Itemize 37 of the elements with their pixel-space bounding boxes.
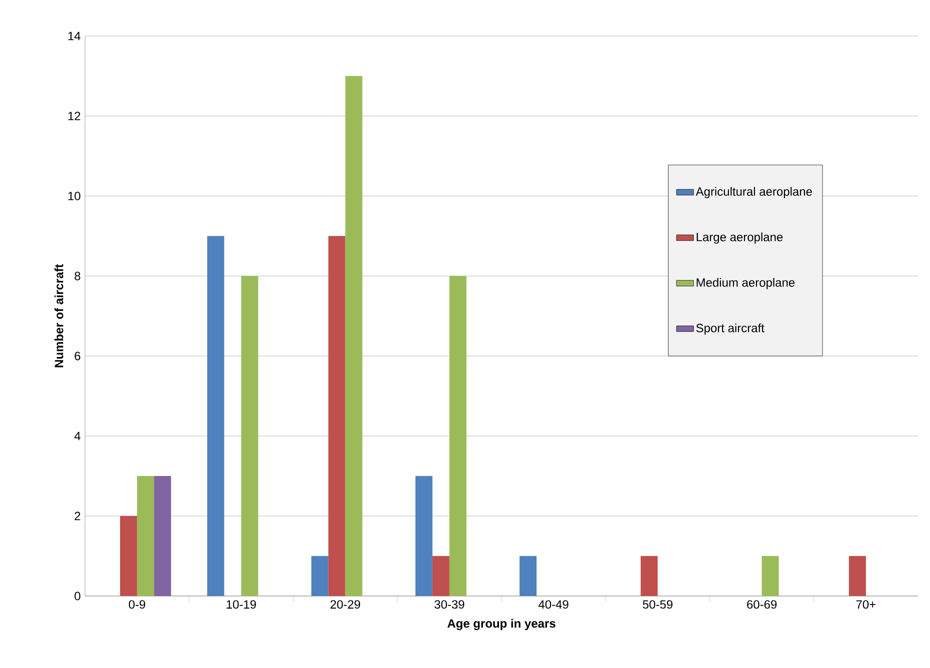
bar xyxy=(241,276,258,596)
y-tick-label: 4 xyxy=(74,432,80,440)
legend-label: Agricultural aeroplane xyxy=(696,186,812,198)
bar xyxy=(207,236,224,596)
bar xyxy=(137,476,154,596)
x-tick-label: 50-59 xyxy=(642,600,672,609)
bar xyxy=(762,556,779,596)
y-tick-label: 14 xyxy=(68,32,80,40)
y-axis-title: Number of aircraft xyxy=(54,264,64,368)
bar xyxy=(848,556,866,596)
y-tick-label: 8 xyxy=(74,272,80,280)
bar xyxy=(154,476,172,596)
x-tick-label: 0-9 xyxy=(128,600,146,609)
y-tick-label: 0 xyxy=(74,592,80,600)
bar xyxy=(520,556,537,596)
bar xyxy=(415,476,432,596)
x-tick-label: 30-39 xyxy=(434,600,464,609)
x-tick-label: 10-19 xyxy=(226,600,256,609)
bar xyxy=(311,556,328,596)
bar xyxy=(120,516,138,596)
y-tick-label: 10 xyxy=(68,192,80,200)
bar xyxy=(640,556,658,596)
legend-label: Medium aeroplane xyxy=(696,278,795,290)
x-tick-label: 70+ xyxy=(856,600,876,609)
x-tick-label: 20-29 xyxy=(330,600,360,609)
y-tick-label: 12 xyxy=(68,112,80,120)
bar xyxy=(328,236,346,596)
x-axis-title: Age group in years xyxy=(447,618,556,630)
legend-label: Large aeroplane xyxy=(696,232,783,244)
x-tick-label: 40-49 xyxy=(538,600,568,609)
bar xyxy=(345,76,362,596)
x-tick-label: 60-69 xyxy=(747,600,777,609)
y-tick-label: 2 xyxy=(74,512,80,520)
legend-label: Sport aircraft xyxy=(696,323,764,335)
bar xyxy=(449,276,466,596)
bar xyxy=(432,556,450,596)
y-tick-label: 6 xyxy=(74,352,80,360)
